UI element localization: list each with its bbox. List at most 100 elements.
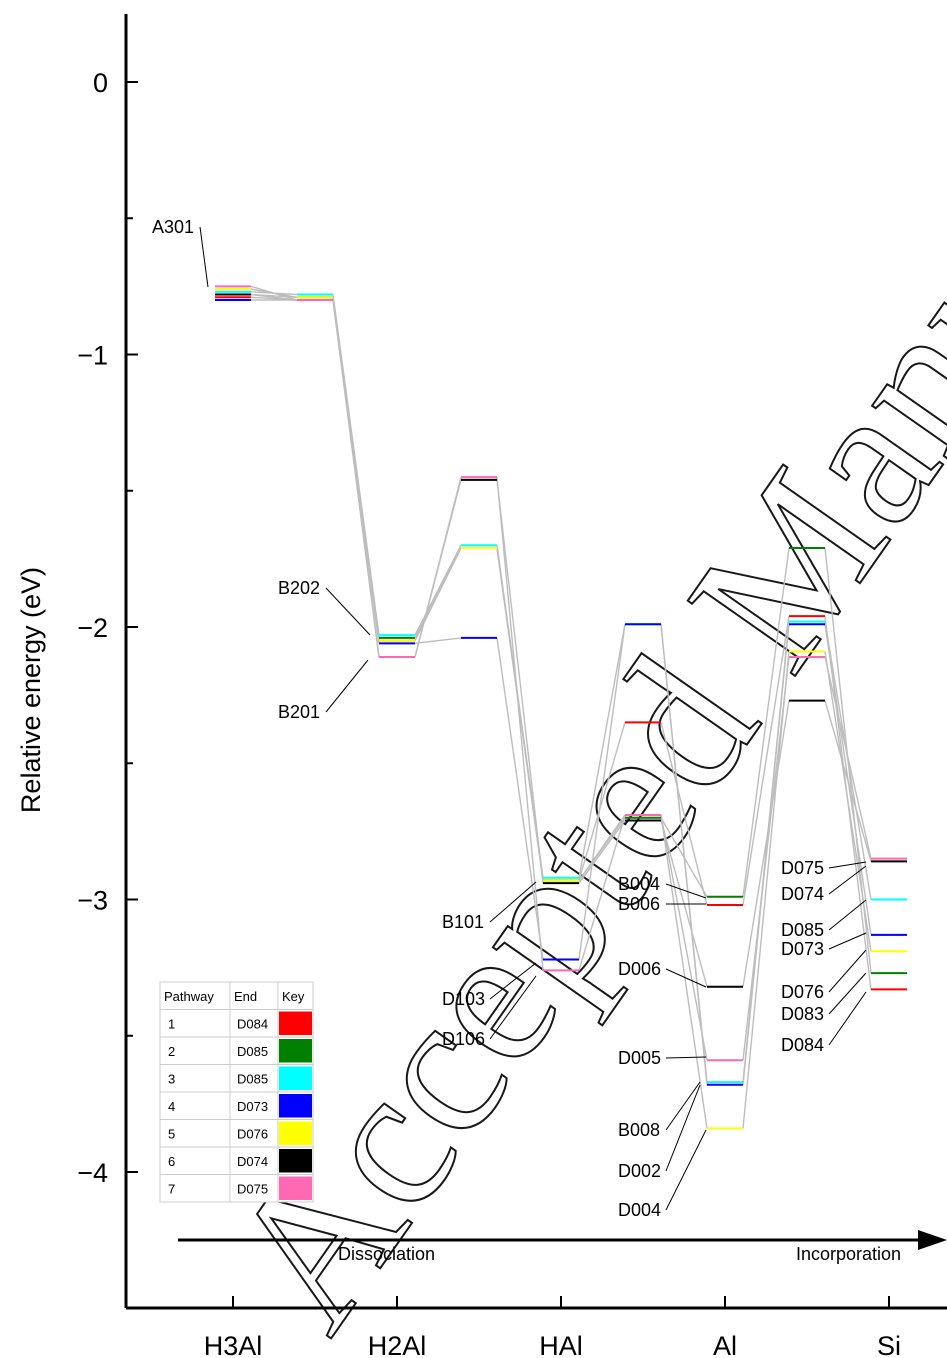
legend-end: D085 [237,1044,268,1059]
pathway-connector [742,615,790,906]
x-category-label: HAl [539,1331,583,1358]
annotation-label: D085 [781,920,824,940]
annotation-label: B004 [618,874,660,894]
pathway-connector [742,651,790,1129]
annotation-label: B008 [618,1120,660,1140]
legend-header: Key [282,989,305,1004]
pathway-connector [414,547,462,641]
legend-end: D076 [237,1127,268,1142]
pathway-connector [824,651,872,952]
pathway-connector [660,814,708,1129]
legend-pathway: 7 [168,1182,175,1197]
x-category-label: H3Al [204,1331,263,1358]
y-tick-label: 0 [93,68,108,98]
legend-pathway: 1 [168,1017,175,1032]
annotation-leader [828,861,867,869]
annotation-leader [828,991,867,1046]
pathway-connector [414,544,462,636]
y-tick-label: −3 [77,886,108,916]
annotation-leader [828,972,867,1015]
annotation-label: D073 [781,939,824,959]
legend-end: D074 [237,1154,268,1169]
y-tick-label: −2 [77,613,108,643]
pathway-connector [578,820,626,884]
annotation-leader [828,949,867,993]
annotation-label: B202 [278,578,320,598]
pathway-connector [496,479,544,884]
annotation-label: D074 [781,884,824,904]
y-tick-label: −4 [77,1158,108,1188]
annotation-leader [665,1084,701,1172]
pathway-connectors [250,285,872,1129]
annotation-label: D075 [781,858,824,878]
process-arrow-head [918,1230,947,1250]
annotation-label: D002 [618,1161,661,1181]
annotation-leader [665,883,707,899]
annotation-leader [325,587,371,636]
x-category-label: Al [713,1331,737,1358]
annotation-leader [828,899,867,931]
x-category-label: H2Al [368,1331,427,1358]
axes: 0 −1 −2 −3 −4 H3Al H2Al HAl Al Si [77,14,947,1358]
legend-key-swatch [279,1094,312,1118]
annotation-leader [665,968,707,988]
process-arrow: Dissociation Incorporation [178,1230,947,1264]
annotation-label: D076 [781,982,824,1002]
legend-key-swatch [279,1039,312,1063]
legend-key-swatch [279,1121,312,1145]
legend-end: D075 [237,1182,268,1197]
pathway-connector [742,656,790,1061]
pathway-connector [660,722,708,906]
pathway-connector [496,637,544,960]
legend-end: D073 [237,1099,268,1114]
annotation-label: B201 [278,702,320,722]
arrow-label-dissociation: Dissociation [338,1244,435,1264]
annotation-label: D103 [442,989,485,1009]
legend-table: Pathway End Key 1 D084 2 D085 3 D085 4 D073 5 D076 6 D… [159,981,314,1203]
arrow-label-incorporation: Incorporation [796,1244,901,1264]
x-category-label: Si [877,1331,901,1358]
annotation-leader [828,932,867,950]
legend-key-swatch [279,1176,312,1200]
pathway-connector [742,700,790,987]
pathway-connector [414,476,462,658]
annotation-leader [489,975,537,1040]
pathway-connector [414,637,462,645]
annotation-label: D004 [618,1200,661,1220]
annotation-label: D083 [781,1004,824,1024]
legend-header: Pathway [164,989,214,1004]
annotation-label: D106 [442,1029,485,1049]
pathway-connector [660,624,708,1085]
annotation-leader [665,1129,707,1211]
energy-levels [215,285,907,1130]
pathway-connector [578,722,626,881]
pathway-connector [332,299,380,658]
legend-pathway: 2 [168,1044,175,1059]
pathway-connector [250,293,298,301]
annotation-label: D006 [618,959,661,979]
annotation-label: D084 [781,1035,824,1055]
annotation-leader [665,1056,707,1059]
legend-pathway: 4 [168,1099,175,1114]
legend-header: End [234,989,257,1004]
pathway-connector [578,814,626,881]
legend-key-swatch [279,1066,312,1090]
annotation-label: D005 [618,1048,661,1068]
legend-end: D085 [237,1072,268,1087]
pathway-connector [824,656,872,859]
annotation-leader [828,865,867,895]
annotation-leader [489,962,537,1000]
legend-end: D084 [237,1017,268,1032]
pathway-connector [250,285,298,301]
pathway-connector [660,814,708,1061]
annotation-leader [489,881,537,923]
annotation-label: A301 [152,217,194,237]
pathway-connector [578,624,626,960]
pathway-connector [742,547,790,897]
annotation-leader [325,659,369,713]
legend-pathway: 5 [168,1127,175,1142]
pathway-connector [578,624,626,878]
annotation-leader [665,1081,701,1131]
